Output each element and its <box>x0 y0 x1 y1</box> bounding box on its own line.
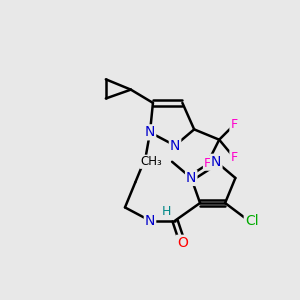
Text: F: F <box>230 118 238 131</box>
Text: N: N <box>211 155 221 169</box>
Text: H: H <box>161 205 171 218</box>
Text: F: F <box>230 151 238 164</box>
Text: N: N <box>170 139 180 153</box>
Text: N: N <box>145 125 155 139</box>
Text: Cl: Cl <box>245 214 258 228</box>
Text: N: N <box>186 171 196 185</box>
Text: O: O <box>177 236 188 250</box>
Text: N: N <box>145 214 155 228</box>
Text: CH₃: CH₃ <box>140 155 162 168</box>
Text: F: F <box>204 157 211 170</box>
